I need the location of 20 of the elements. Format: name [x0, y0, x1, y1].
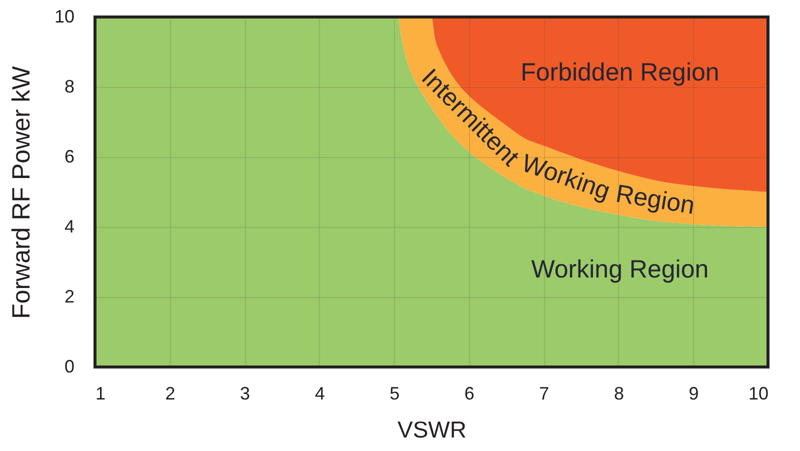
y-tick-label: 0 — [64, 356, 74, 376]
x-tick-label: 10 — [748, 384, 768, 404]
x-tick-label: 3 — [240, 384, 250, 404]
x-axis-title: VSWR — [398, 416, 466, 442]
y-tick-label: 2 — [64, 286, 74, 306]
x-tick-label: 8 — [614, 384, 624, 404]
x-tick-label: 4 — [314, 384, 325, 404]
series-label: Forbidden Region — [520, 58, 720, 87]
series-label: Working Region — [531, 256, 709, 284]
x-tick-label: 7 — [539, 384, 550, 404]
y-tick-label: 4 — [64, 216, 74, 236]
y-tick-label: 10 — [54, 6, 74, 26]
x-tick-label: 6 — [464, 384, 474, 404]
y-axis-title: Forward RF Power kW — [7, 66, 36, 319]
x-tick-label: 9 — [688, 384, 699, 404]
x-tick-label: 1 — [96, 384, 106, 404]
y-tick-label: 8 — [64, 76, 74, 96]
x-tick-label: 2 — [165, 384, 176, 404]
x-tick-label: 5 — [390, 384, 400, 404]
y-tick-label: 6 — [64, 146, 74, 166]
